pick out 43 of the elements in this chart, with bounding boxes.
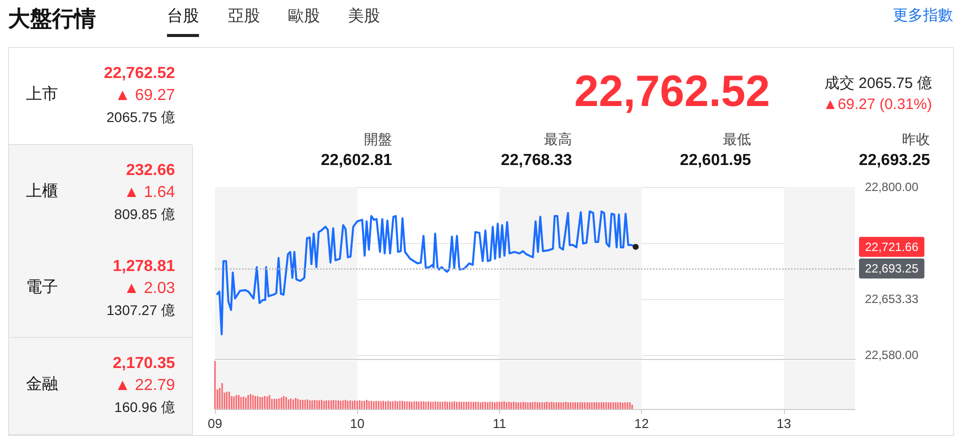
x-tick-label: 10 (350, 416, 364, 431)
text: ▲ 69.27 (114, 86, 175, 106)
text: 160.96 億 (114, 398, 175, 416)
text: ▲69.27 (0.31%) (822, 96, 932, 114)
text: 電子 (26, 278, 58, 298)
text: 1307.27 億 (106, 302, 175, 319)
text: ▲ 22.79 (114, 376, 175, 395)
text: 2065.75 億 (106, 109, 175, 126)
text: 22,601.95 (680, 151, 751, 170)
x-tick-label: 11 (492, 416, 506, 431)
x-tick-label: 09 (208, 416, 222, 431)
x-tick-label: 13 (776, 416, 792, 431)
y-tick-label: 22,580.00 (865, 348, 919, 362)
chart-title: 大盤行情 (8, 5, 96, 33)
ref-line-label: 22,693.25 (865, 262, 919, 276)
text: 歐股 (288, 7, 320, 26)
text: 美股 (348, 7, 380, 26)
text: 22,762.52 (104, 64, 175, 84)
text: 最高 (544, 131, 572, 148)
text: 2,170.35 (112, 354, 175, 373)
text: 809.85 億 (114, 206, 175, 222)
text: ▲ 2.03 (124, 279, 175, 298)
text: 22,762.52 (574, 66, 770, 118)
text: 台股 (167, 7, 199, 38)
y-tick-label: 22,653.33 (865, 292, 919, 306)
text: 最低 (723, 131, 751, 148)
text: 上櫃 (26, 182, 58, 201)
text: 金融 (26, 374, 58, 394)
text: 1,278.81 (112, 257, 175, 276)
text: 22,693.25 (858, 151, 930, 170)
text: 更多指數 (893, 7, 953, 25)
text: 22,768.33 (500, 151, 572, 170)
text: 亞股 (228, 7, 260, 26)
x-tick-label: 12 (634, 416, 649, 431)
text: 22,602.81 (320, 151, 392, 170)
text: 上市 (26, 85, 58, 104)
text: ▲ 1.64 (124, 182, 175, 202)
y-tick-label: 22,800.00 (865, 180, 919, 194)
text: 開盤 (364, 131, 392, 148)
text: 昨收 (902, 131, 930, 148)
text: 成交 2065.75 億 (824, 75, 932, 93)
text: 22,721.66 (865, 240, 919, 254)
text: 232.66 (126, 160, 175, 180)
